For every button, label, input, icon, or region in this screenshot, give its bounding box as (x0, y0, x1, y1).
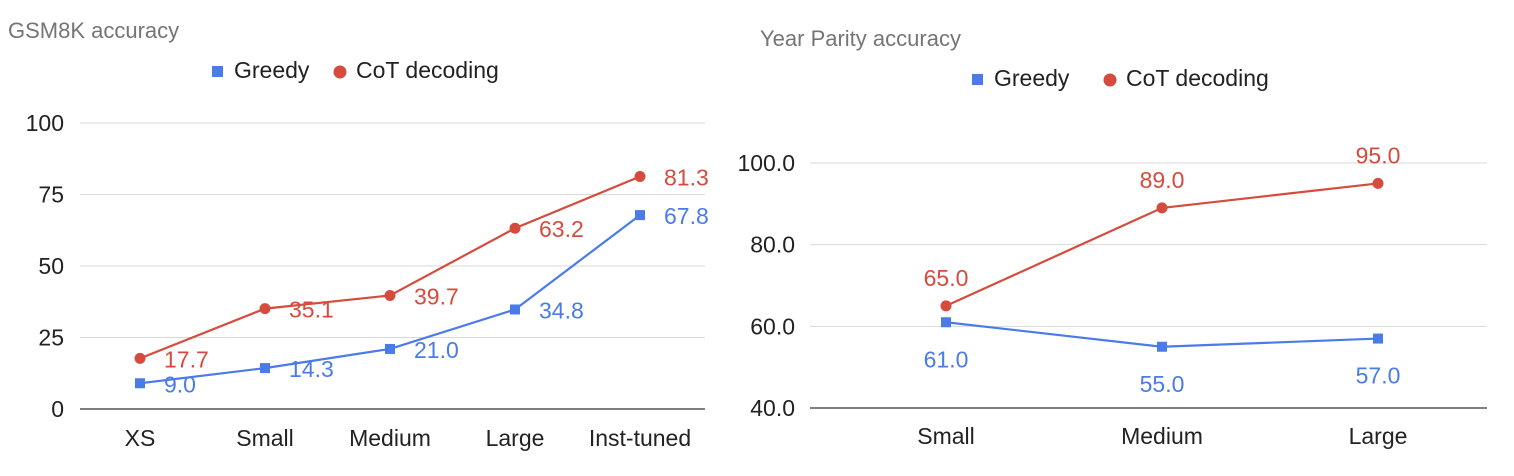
data-label-greedy: 57.0 (1356, 363, 1401, 389)
data-point-cot (384, 289, 396, 301)
data-point-greedy (510, 304, 520, 315)
data-point-greedy (1157, 341, 1167, 352)
x-tick-label: XS (125, 425, 156, 451)
x-tick-label: Small (917, 423, 975, 449)
data-label-cot: 65.0 (924, 265, 969, 291)
data-label-greedy: 9.0 (164, 371, 196, 397)
data-point-greedy (1373, 333, 1383, 344)
legend-label: Greedy (994, 65, 1070, 91)
y-tick-label: 75 (38, 182, 64, 208)
y-tick-label: 100.0 (737, 150, 795, 176)
data-point-cot (1372, 177, 1384, 189)
data-label-cot: 39.7 (414, 283, 459, 309)
legend-square-icon (972, 74, 983, 85)
data-point-cot (134, 352, 146, 364)
data-label-cot: 63.2 (539, 216, 584, 242)
chart-title: Year Parity accuracy (760, 26, 961, 51)
x-tick-label: Medium (1121, 423, 1203, 449)
data-label-greedy: 55.0 (1140, 371, 1185, 397)
chart-2: Year Parity accuracy Greedy CoT decoding 40… (737, 26, 1487, 449)
data-point-greedy (385, 343, 395, 354)
data-point-cot (259, 303, 271, 315)
y-tick-label: 0 (51, 396, 64, 422)
x-tick-label: Large (486, 425, 545, 451)
data-point-greedy (135, 378, 145, 389)
data-point-greedy (260, 363, 270, 374)
y-tick-label: 60.0 (750, 313, 795, 339)
data-label-greedy: 14.3 (289, 356, 334, 382)
legend-circle-icon (1103, 73, 1117, 87)
data-label-cot: 81.3 (664, 164, 709, 190)
data-label-cot: 95.0 (1356, 142, 1401, 168)
data-label-greedy: 34.8 (539, 297, 584, 323)
y-tick-label: 100 (26, 110, 64, 136)
x-tick-label: Medium (349, 425, 431, 451)
y-tick-label: 25 (38, 325, 64, 351)
data-point-greedy (635, 210, 645, 221)
chart-title: GSM8K accuracy (8, 18, 179, 43)
chart-1: GSM8K accuracy Greedy CoT decoding 0 25 50 75 1… (8, 18, 709, 451)
data-label-greedy: 67.8 (664, 203, 709, 229)
data-label-greedy: 61.0 (924, 346, 969, 372)
y-tick-label: 50 (38, 253, 64, 279)
data-point-cot (1156, 202, 1168, 214)
data-label-cot: 35.1 (289, 297, 334, 323)
x-tick-label: Large (1349, 423, 1408, 449)
y-tick-label: 40.0 (750, 395, 795, 421)
y-tick-label: 80.0 (750, 232, 795, 258)
data-point-cot (509, 222, 521, 234)
legend-square-icon (212, 66, 223, 77)
data-label-cot: 89.0 (1140, 167, 1185, 193)
legend-circle-icon (333, 65, 347, 79)
legend-label: CoT decoding (356, 57, 499, 83)
x-tick-label: Small (236, 425, 294, 451)
data-point-cot (940, 300, 952, 312)
data-label-cot: 17.7 (164, 346, 209, 372)
series-line-cot (139, 175, 641, 360)
legend-label: CoT decoding (1126, 65, 1269, 91)
data-label-greedy: 21.0 (414, 337, 459, 363)
x-tick-label: Inst-tuned (589, 425, 691, 451)
data-point-cot (634, 170, 646, 182)
legend-label: Greedy (234, 57, 310, 83)
data-point-greedy (941, 317, 951, 328)
